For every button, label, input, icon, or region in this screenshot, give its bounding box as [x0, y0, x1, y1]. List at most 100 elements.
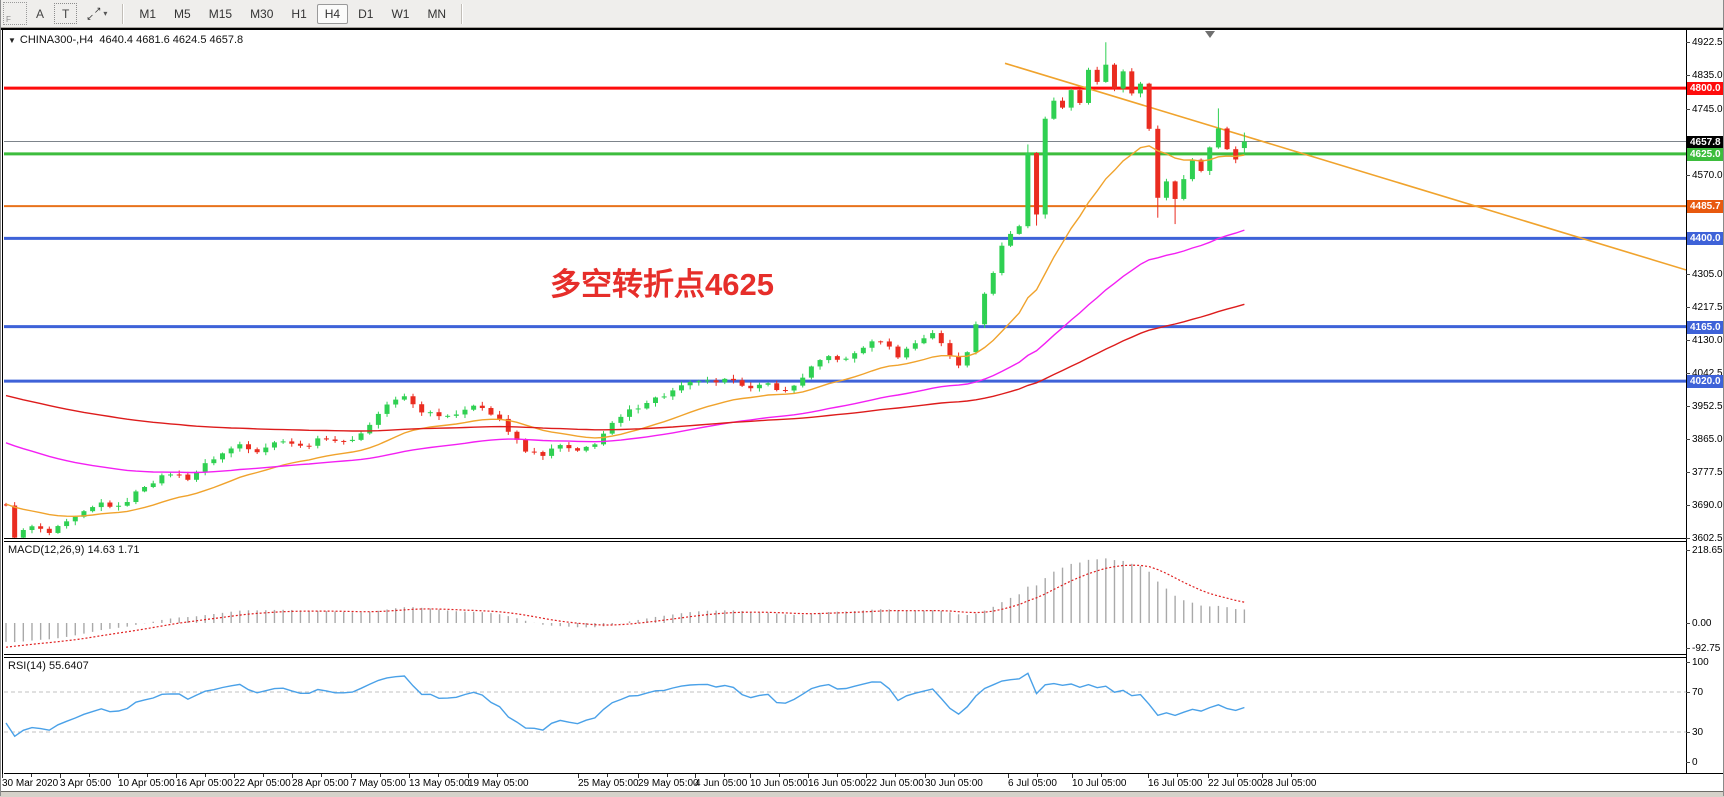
candle[interactable] — [618, 416, 624, 423]
candle[interactable] — [1034, 153, 1040, 215]
candle[interactable] — [479, 405, 485, 409]
candle[interactable] — [436, 412, 442, 417]
candle[interactable] — [782, 390, 788, 392]
candle[interactable] — [973, 324, 979, 353]
candle[interactable] — [1086, 69, 1091, 103]
timeframe-button-m1[interactable]: M1 — [131, 4, 164, 24]
crosshair-tool-button[interactable]: ↗ ↙ ▾ — [79, 0, 115, 27]
candle[interactable] — [185, 474, 191, 480]
pane-separator[interactable] — [4, 541, 1686, 542]
candle[interactable] — [1233, 149, 1239, 160]
candle[interactable] — [1111, 64, 1117, 89]
candle[interactable] — [904, 348, 910, 358]
candle[interactable] — [566, 445, 572, 449]
candle[interactable] — [531, 451, 537, 453]
candle[interactable] — [349, 439, 355, 441]
candle[interactable] — [4, 504, 9, 506]
candle[interactable] — [730, 378, 736, 381]
candle[interactable] — [280, 441, 286, 443]
candle[interactable] — [488, 408, 494, 415]
candle[interactable] — [124, 502, 130, 506]
candle[interactable] — [557, 445, 563, 449]
candle[interactable] — [635, 408, 641, 410]
pane-separator[interactable] — [4, 657, 1686, 658]
candle[interactable] — [20, 530, 26, 538]
candle[interactable] — [1008, 233, 1014, 246]
candle[interactable] — [964, 352, 970, 366]
timeframe-button-h1[interactable]: H1 — [283, 4, 314, 24]
pane-separator[interactable] — [4, 538, 1686, 539]
candle[interactable] — [55, 526, 61, 533]
candle[interactable] — [46, 528, 52, 533]
candle[interactable] — [601, 433, 607, 445]
candle[interactable] — [471, 405, 477, 410]
candle[interactable] — [168, 474, 174, 476]
candle[interactable] — [401, 396, 407, 400]
candle[interactable] — [1042, 118, 1048, 215]
candle[interactable] — [549, 448, 555, 456]
candle[interactable] — [1094, 69, 1100, 82]
candle[interactable] — [254, 449, 260, 453]
candle[interactable] — [912, 343, 918, 349]
candle[interactable] — [852, 353, 858, 359]
candle[interactable] — [107, 502, 113, 507]
candle[interactable] — [29, 526, 35, 531]
candle[interactable] — [1172, 181, 1178, 199]
candle[interactable] — [211, 459, 217, 464]
candle[interactable] — [895, 346, 901, 358]
candle[interactable] — [176, 474, 182, 476]
candle[interactable] — [523, 439, 529, 452]
candle[interactable] — [1198, 159, 1204, 171]
candle[interactable] — [739, 380, 745, 386]
candle[interactable] — [800, 377, 806, 386]
candle[interactable] — [194, 471, 200, 480]
rsi-pane[interactable] — [4, 657, 1686, 773]
pane-separator[interactable] — [4, 654, 1686, 655]
candle[interactable] — [159, 475, 165, 484]
candle[interactable] — [860, 347, 866, 354]
time-axis[interactable]: 30 Mar 2020 3 Apr 05:00 10 Apr 05:00 16 Apr… — [0, 774, 1724, 790]
candle[interactable] — [886, 341, 892, 347]
candle[interactable] — [1215, 128, 1221, 148]
candle[interactable] — [289, 441, 295, 444]
candle[interactable] — [12, 505, 18, 538]
candle[interactable] — [81, 511, 87, 517]
candle[interactable] — [1224, 128, 1230, 150]
candle[interactable] — [869, 341, 875, 348]
candle[interactable] — [228, 448, 234, 454]
candle[interactable] — [1025, 153, 1031, 227]
candle[interactable] — [220, 453, 225, 460]
candle[interactable] — [315, 438, 321, 446]
candle[interactable] — [202, 463, 208, 472]
candle[interactable] — [990, 272, 996, 294]
candle[interactable] — [575, 448, 581, 451]
candle[interactable] — [116, 505, 122, 507]
candle[interactable] — [1051, 100, 1057, 119]
candle[interactable] — [930, 333, 936, 339]
candle[interactable] — [1068, 90, 1074, 108]
candle[interactable] — [133, 491, 139, 503]
candle[interactable] — [817, 360, 823, 367]
candle[interactable] — [999, 245, 1005, 273]
macd-pane[interactable] — [4, 542, 1686, 654]
candle[interactable] — [1060, 100, 1066, 108]
candle[interactable] — [462, 409, 468, 415]
candle[interactable] — [653, 397, 658, 404]
candle[interactable] — [453, 414, 459, 416]
timeframe-button-m30[interactable]: M30 — [242, 4, 281, 24]
timeframe-button-w1[interactable]: W1 — [383, 4, 417, 24]
candle[interactable] — [627, 409, 633, 417]
candle[interactable] — [661, 396, 667, 398]
candle[interactable] — [497, 414, 503, 419]
candle[interactable] — [748, 385, 754, 389]
candle[interactable] — [410, 396, 416, 405]
candle[interactable] — [1146, 83, 1152, 129]
candle[interactable] — [38, 526, 44, 529]
candle[interactable] — [332, 439, 338, 441]
candle[interactable] — [938, 333, 944, 344]
candle[interactable] — [540, 452, 546, 456]
candle[interactable] — [765, 383, 771, 385]
candle[interactable] — [696, 381, 702, 383]
candle[interactable] — [1163, 181, 1169, 198]
candle[interactable] — [843, 358, 849, 360]
